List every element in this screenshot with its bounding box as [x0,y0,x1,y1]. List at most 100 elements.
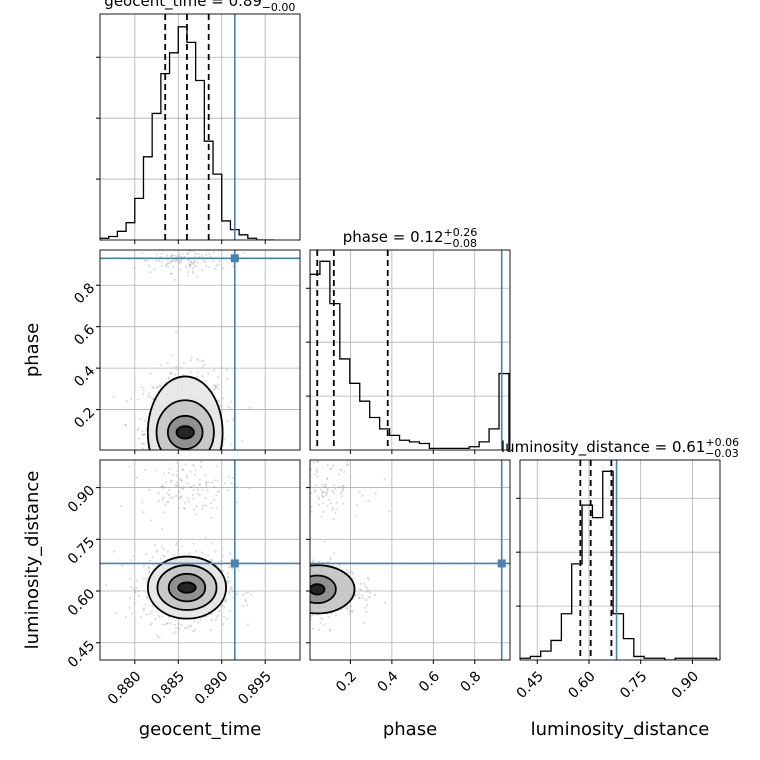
sample-point [267,579,269,581]
sample-point [305,560,307,562]
sample-point [290,467,292,469]
sample-point [294,581,296,583]
sample-point [285,614,287,616]
sample-point [330,489,334,492]
sample-point [167,474,169,476]
sample-point [221,555,224,558]
hist-panel-luminosity_distance: 0.45 0.60 0.75 0.90 [514,459,721,702]
sample-point [195,376,199,379]
sample-point [193,456,195,458]
sample-point [288,585,290,587]
sample-point [209,255,212,258]
title-sub: −0.00 [262,1,296,14]
sample-point [325,492,328,495]
sample-point [228,407,232,410]
sample-point [231,460,233,462]
sample-point [156,463,158,465]
sample-point [142,510,145,514]
sample-point [187,452,189,454]
sample-point [199,451,201,453]
sample-point [301,590,303,592]
sample-point [217,387,220,390]
sample-point [185,451,187,453]
sample-point [124,424,127,427]
sample-point [343,470,346,474]
sample-point [218,609,221,613]
sample-point [223,482,226,485]
sample-point [178,260,181,264]
density-panel-phase-luminosity_distance: 0.2 0.4 0.6 0.8 [267,459,511,696]
sample-point [337,563,341,566]
sample-point [179,469,181,471]
sample-point [188,263,192,266]
title-sup: +0.00 [262,0,296,3]
sample-point [305,597,307,599]
sample-point [151,398,154,401]
sample-point [176,484,179,487]
sample-point [292,591,294,593]
sample-point [168,246,170,248]
panel-content [100,460,300,660]
sample-point [295,585,297,587]
sample-point [231,568,234,571]
sample-point [361,494,364,497]
sample-point [226,419,229,423]
sample-point [295,596,297,598]
sample-point [362,622,365,625]
panel-content [100,246,300,480]
contour-line [310,574,337,604]
sample-point [290,495,292,497]
sample-point [215,507,218,510]
sample-point [219,563,223,566]
sample-point [155,469,158,472]
sample-point [176,368,179,372]
sample-point [147,395,150,398]
sample-point [104,583,108,586]
sample-point [155,549,158,552]
sample-point [288,603,290,605]
sample-point [362,596,365,600]
sample-point [373,593,377,597]
sample-point [329,558,332,561]
sample-point [130,585,133,588]
sample-point [306,618,308,620]
sample-point [182,478,184,480]
sample-point [157,614,160,617]
sample-point [152,386,155,389]
sample-point [293,620,295,622]
sample-point [191,269,195,273]
sample-point [364,599,368,602]
sample-point [302,595,304,597]
sample-point [163,451,165,453]
sample-point [166,466,168,468]
sample-point [316,470,319,473]
sample-point [245,591,248,595]
sample-point [322,495,325,498]
sample-point [304,592,306,594]
sample-point [294,599,296,601]
sample-point [368,596,372,599]
sample-point [294,572,296,574]
sample-point [310,468,312,471]
sample-point [145,454,147,456]
sample-point [304,589,306,591]
sample-point [307,582,309,584]
sample-point [191,470,193,472]
sample-point [304,478,306,480]
sample-point [194,253,197,256]
sample-point [130,612,134,615]
sample-point [296,579,298,581]
sample-point [196,357,199,361]
sample-point [301,587,303,589]
sample-point [175,255,179,258]
y-tick-label: 0.6 [71,322,98,349]
sample-point [214,455,216,457]
sample-point [288,610,290,612]
sample-point [348,610,351,613]
sample-point [300,578,302,580]
sample-point [351,610,354,613]
sample-point [295,591,297,593]
sample-point [308,564,310,566]
sample-point [202,259,205,262]
sample-point [201,478,203,480]
